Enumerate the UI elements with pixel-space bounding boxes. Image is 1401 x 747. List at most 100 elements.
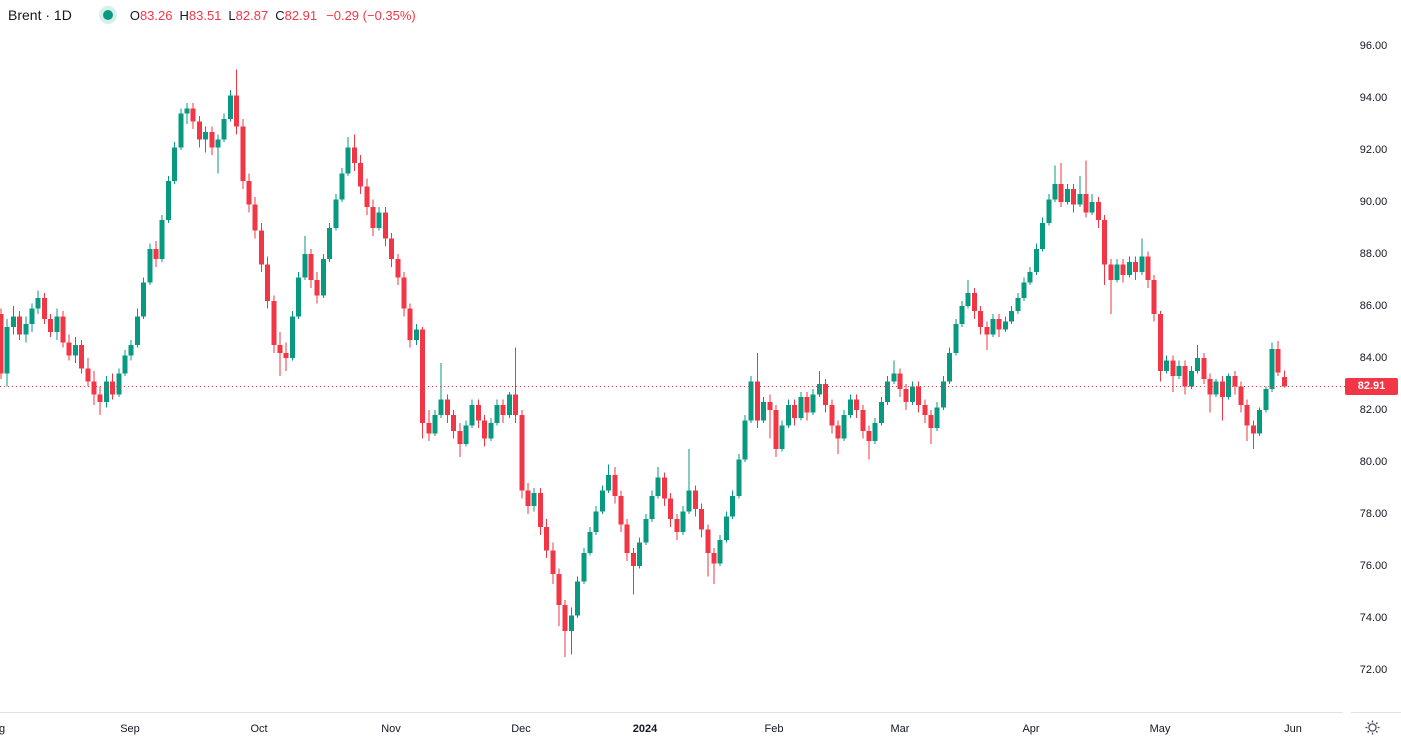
candle-body bbox=[134, 316, 140, 345]
candle-wick bbox=[279, 332, 281, 377]
candle-body bbox=[1151, 280, 1157, 314]
candle-body bbox=[196, 121, 202, 140]
time-tick-label: Mar bbox=[890, 723, 910, 735]
time-tick-label: May bbox=[1149, 723, 1171, 735]
candle-wick bbox=[515, 347, 517, 423]
candle-body bbox=[544, 527, 550, 551]
candle-body bbox=[1058, 183, 1064, 202]
candle-body bbox=[593, 511, 599, 533]
candle-body bbox=[1188, 371, 1194, 387]
candle-body bbox=[333, 199, 339, 228]
candle-body bbox=[327, 228, 333, 260]
candle-body bbox=[971, 293, 977, 312]
candle-body bbox=[1046, 199, 1052, 223]
candle-body bbox=[519, 415, 525, 491]
time-tick-label: Apr bbox=[1022, 723, 1040, 735]
candle-body bbox=[172, 147, 178, 182]
candle-body bbox=[1238, 386, 1244, 405]
candle-body bbox=[1071, 189, 1077, 205]
candle-body bbox=[773, 410, 779, 449]
candle-body bbox=[996, 319, 1002, 330]
candle-body bbox=[885, 381, 891, 403]
candle-body bbox=[432, 415, 438, 434]
candle-body bbox=[841, 415, 847, 439]
candle-body bbox=[252, 204, 258, 231]
candle-body bbox=[630, 553, 636, 566]
candle-body bbox=[606, 475, 612, 491]
candle-body bbox=[1139, 256, 1145, 273]
candle-body bbox=[60, 316, 66, 343]
ohlc-readout: O83.26 H83.51 L82.87 C82.91 −0.29 (−0.35… bbox=[130, 8, 416, 23]
candle-body bbox=[271, 300, 277, 345]
candle-body bbox=[531, 493, 537, 507]
candle-body bbox=[661, 477, 667, 499]
candle-body bbox=[320, 259, 326, 296]
candle-body bbox=[897, 373, 903, 390]
price-tick-label: 74.00 bbox=[1359, 612, 1388, 624]
candle-body bbox=[1077, 194, 1083, 205]
candle-body bbox=[438, 399, 444, 416]
price-tick-label: 88.00 bbox=[1359, 248, 1388, 260]
candle-body bbox=[1033, 248, 1039, 273]
ohlc-open-label: O bbox=[129, 7, 140, 23]
candle-body bbox=[339, 173, 345, 200]
candle-body bbox=[209, 131, 215, 148]
candle-body bbox=[537, 493, 543, 527]
candle-wick bbox=[1221, 376, 1223, 421]
candle-wick bbox=[769, 394, 771, 439]
candle-body bbox=[382, 212, 388, 239]
candle-body bbox=[48, 319, 54, 332]
candle-body bbox=[4, 326, 10, 374]
candle-body bbox=[754, 381, 760, 421]
candle-body bbox=[705, 529, 711, 553]
candle-body bbox=[568, 615, 574, 631]
candle-body bbox=[457, 430, 463, 444]
candle-body bbox=[10, 316, 16, 327]
candle-body bbox=[0, 313, 4, 374]
candle-body bbox=[85, 368, 91, 382]
candle-body bbox=[1095, 202, 1101, 221]
price-tick-label: 84.00 bbox=[1359, 352, 1388, 364]
chart-pane[interactable] bbox=[0, 0, 1345, 712]
chart-settings-button[interactable] bbox=[1361, 716, 1383, 738]
candle-body bbox=[488, 423, 494, 439]
time-axis[interactable]: g Sep Oct Nov Dec 2024 Feb Mar Apr May Jun bbox=[0, 712, 1401, 747]
market-status-dot bbox=[98, 6, 117, 24]
price-tick-label: 94.00 bbox=[1359, 92, 1388, 104]
price-tick-label: 78.00 bbox=[1359, 508, 1388, 520]
candle-body bbox=[525, 490, 531, 507]
ohlc-close-value: 82.91 bbox=[284, 7, 318, 23]
symbol-interval-legend[interactable]: Brent · 1D bbox=[8, 7, 72, 23]
price-tick-label: 80.00 bbox=[1359, 456, 1388, 468]
candle-body bbox=[116, 373, 122, 395]
change-readout: −0.29 (−0.35%) bbox=[326, 7, 416, 23]
candle-body bbox=[1027, 272, 1033, 283]
candle-body bbox=[978, 311, 984, 327]
candle-body bbox=[1145, 256, 1151, 280]
candle-body bbox=[500, 404, 506, 416]
candle-body bbox=[699, 508, 705, 530]
candle-body bbox=[916, 386, 922, 405]
candle-body bbox=[1083, 194, 1089, 213]
candle-body bbox=[674, 519, 680, 533]
ohlc-open-value: 83.26 bbox=[139, 7, 173, 23]
candle-body bbox=[550, 550, 556, 574]
candle-body bbox=[990, 319, 996, 335]
ohlc-high-label: H bbox=[179, 7, 189, 23]
candle-body bbox=[494, 404, 500, 423]
candle-body bbox=[816, 384, 822, 395]
candle-body bbox=[1250, 425, 1256, 434]
candle-body bbox=[314, 280, 320, 296]
price-axis[interactable]: 96.00 94.00 92.00 90.00 88.00 86.00 84.00 82.00… bbox=[1346, 0, 1401, 712]
candle-body bbox=[395, 259, 401, 278]
candle-body bbox=[358, 163, 364, 187]
candle-body bbox=[1015, 298, 1021, 312]
candle-body bbox=[1064, 189, 1070, 202]
candle-body bbox=[847, 399, 853, 416]
candle-body bbox=[928, 415, 934, 429]
time-tick-label: 2024 bbox=[632, 723, 658, 735]
candle-wick bbox=[1110, 259, 1112, 314]
candle-body bbox=[29, 308, 35, 325]
candle-body bbox=[934, 407, 940, 429]
candle-body bbox=[1089, 202, 1095, 213]
